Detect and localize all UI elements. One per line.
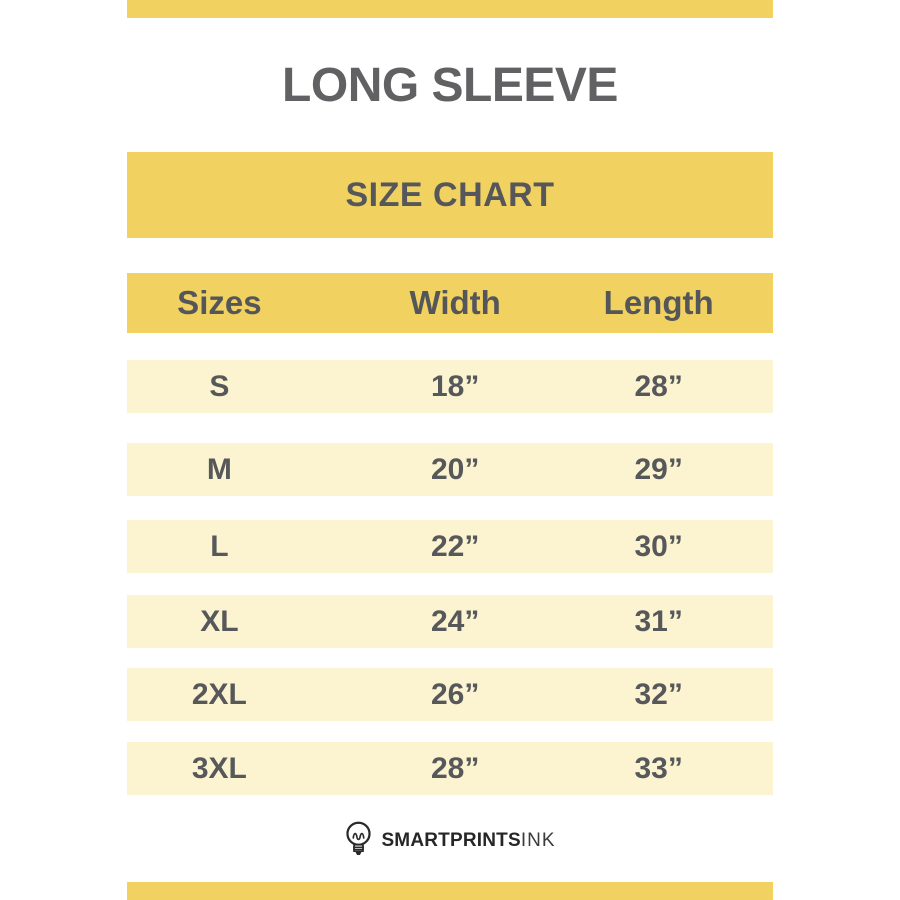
size-value: 3XL — [191, 751, 247, 785]
bottom-accent-band — [127, 882, 773, 900]
table-row-l: L 22” 30” — [127, 520, 773, 573]
width-value: 22” — [430, 529, 480, 563]
size-value: S — [209, 369, 230, 403]
width-value: 26” — [430, 677, 480, 711]
brand-name-light: INK — [520, 830, 556, 851]
brand-name: SMARTPRINTSINK — [381, 831, 555, 850]
top-accent-band — [127, 0, 773, 18]
column-header-width: Width — [409, 284, 501, 321]
column-header-length: Length — [603, 284, 714, 321]
length-value: 31” — [634, 604, 683, 638]
width-value: 28” — [430, 751, 480, 785]
length-value: 28” — [634, 369, 683, 403]
size-value: XL — [200, 604, 239, 638]
length-value: 29” — [634, 452, 683, 486]
length-value: 32” — [634, 677, 683, 711]
column-header-sizes: Sizes — [177, 284, 262, 321]
length-value: 33” — [634, 751, 683, 785]
width-value: 18” — [430, 369, 480, 403]
page-title: LONG SLEEVE — [282, 59, 618, 112]
brand-name-bold: SMARTPRINTS — [381, 830, 521, 851]
table-row-3xl: 3XL 28” 33” — [127, 742, 773, 795]
size-chart-banner-label: SIZE CHART — [345, 175, 555, 214]
table-row-2xl: 2XL 26” 32” — [127, 668, 773, 721]
width-value: 20” — [430, 452, 480, 486]
table-row-s: S 18” 28” — [127, 360, 773, 413]
size-chart-banner: SIZE CHART — [127, 152, 773, 238]
table-row-xl: XL 24” 31” — [127, 595, 773, 648]
brand-logo: SMARTPRINTSINK — [0, 820, 900, 861]
width-value: 24” — [430, 604, 480, 638]
size-value: M — [206, 452, 232, 486]
table-row-m: M 20” 29” — [127, 443, 773, 496]
table-header-row: Sizes Width Length — [127, 273, 773, 333]
lightbulb-icon — [346, 821, 372, 855]
size-value: L — [210, 529, 229, 563]
size-value: 2XL — [191, 677, 247, 711]
length-value: 30” — [634, 529, 683, 563]
